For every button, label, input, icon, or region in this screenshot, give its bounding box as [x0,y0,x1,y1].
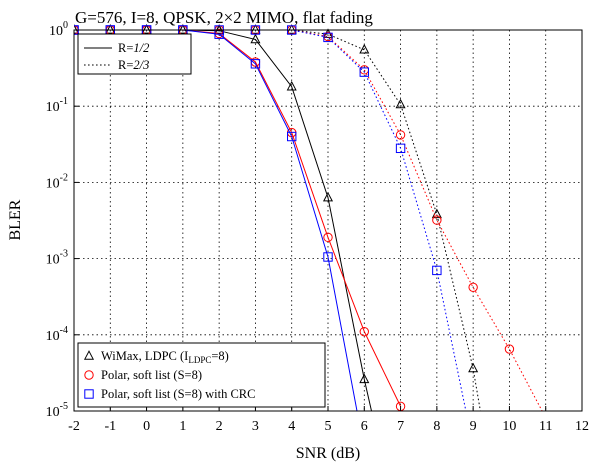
x-tick-label: 6 [361,419,368,434]
legend-code-label: Polar, soft list (S=8) [101,368,202,382]
ticks: -2 -1 0 1 2 3 4 5 6 7 8 9 10 11 1210010-110-210-310-41… [46,20,589,434]
legend-rate-box [77,33,192,75]
data-point [395,130,406,140]
data-point [105,24,116,34]
data-point [323,32,333,43]
legend-marker-square [84,389,94,399]
data-point [286,80,297,91]
data-point [323,252,333,262]
chart-title: G=576, I=8, QPSK, 2×2 MIMO, flat fading [75,8,373,27]
legend-rate-label: R=1/2 [118,41,149,55]
x-tick-label: 11 [539,419,552,434]
x-tick-label: 1 [179,419,186,434]
y-tick-label: 10-2 [46,172,68,191]
y-tick-label: 10-1 [46,96,68,115]
data-point [395,143,406,154]
data-point [468,282,478,293]
x-tick-label: 9 [470,419,477,434]
x-axis-label: SNR (dB) [296,445,360,462]
data-point [250,24,261,34]
legend-marker-circle [84,370,94,380]
legend-rate-label: R=2/3 [118,58,149,72]
data-point [250,59,261,69]
y-tick-label: 10-5 [46,401,68,420]
x-tick-label: -1 [104,419,116,434]
grid [74,30,582,411]
y-tick-label: 10-3 [46,249,68,268]
legend-rate: R=1/2 R=2/3 [77,33,192,75]
y-tick-label: 10-4 [46,325,68,344]
data-point [323,232,333,243]
x-tick-label: 3 [252,419,259,434]
x-tick-label: 2 [216,419,223,434]
data-point [504,344,515,354]
legend-marker-triangle [83,350,95,360]
x-tick-label: 8 [433,419,440,434]
data-point [431,208,442,219]
data-point [468,362,479,373]
data-point [432,265,442,276]
legend-codes: WiMax, LDPC (ILDPC=8) Polar, soft list (S… [77,342,326,408]
data-point [359,67,369,77]
x-tick-label: 10 [502,419,516,434]
x-tick-label: 12 [575,419,589,434]
data-point [322,191,334,202]
x-tick-label: -2 [68,419,80,434]
data-point [177,24,188,34]
data-point [214,24,225,34]
data-point [141,24,152,34]
x-tick-label: 5 [325,419,332,434]
legend-codes-box [77,342,326,408]
data-point [395,98,406,109]
data-point [359,326,369,337]
data-point [359,43,370,54]
data-point [286,24,297,34]
data-point [359,373,370,384]
data-point [432,215,442,225]
data-point [74,24,80,34]
x-tick-label: 7 [397,419,404,434]
x-tick-label: 0 [143,419,150,434]
legend-code-label: Polar, soft list (S=8) with CRC [101,387,255,401]
data-point [250,33,261,44]
y-tick-label: 100 [49,20,68,39]
data-point [287,131,297,142]
y-axis-label: BLER [7,199,24,240]
legend-code-label: WiMax, LDPC (ILDPC=8) [101,349,229,365]
x-tick-label: 4 [288,419,295,434]
